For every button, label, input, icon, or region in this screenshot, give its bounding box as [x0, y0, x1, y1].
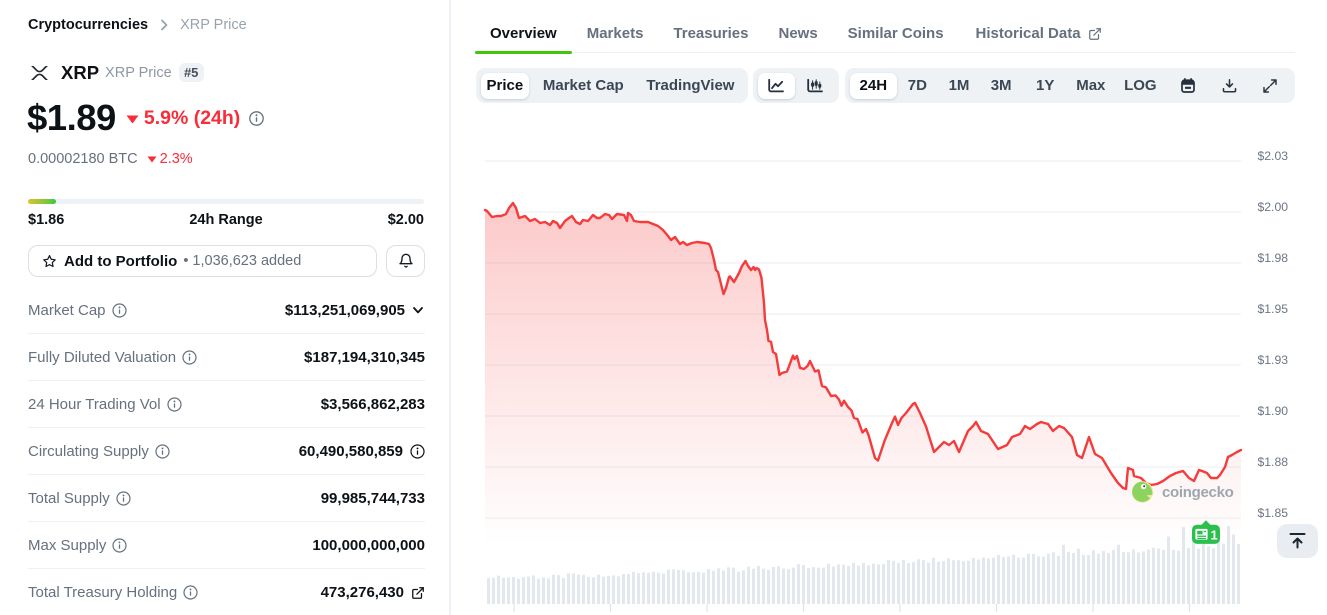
- svg-text:$1.95: $1.95: [1258, 302, 1289, 316]
- svg-text:1: 1: [1211, 527, 1218, 542]
- svg-text:$2.00: $2.00: [1258, 200, 1289, 214]
- svg-text:$1.93: $1.93: [1258, 353, 1289, 367]
- svg-text:$1.90: $1.90: [1258, 404, 1289, 418]
- svg-text:$1.85: $1.85: [1258, 506, 1289, 520]
- svg-text:coingecko: coingecko: [1162, 484, 1234, 501]
- svg-text:$1.98: $1.98: [1258, 251, 1289, 265]
- svg-text:$2.03: $2.03: [1258, 149, 1289, 163]
- svg-text:$1.88: $1.88: [1258, 455, 1289, 469]
